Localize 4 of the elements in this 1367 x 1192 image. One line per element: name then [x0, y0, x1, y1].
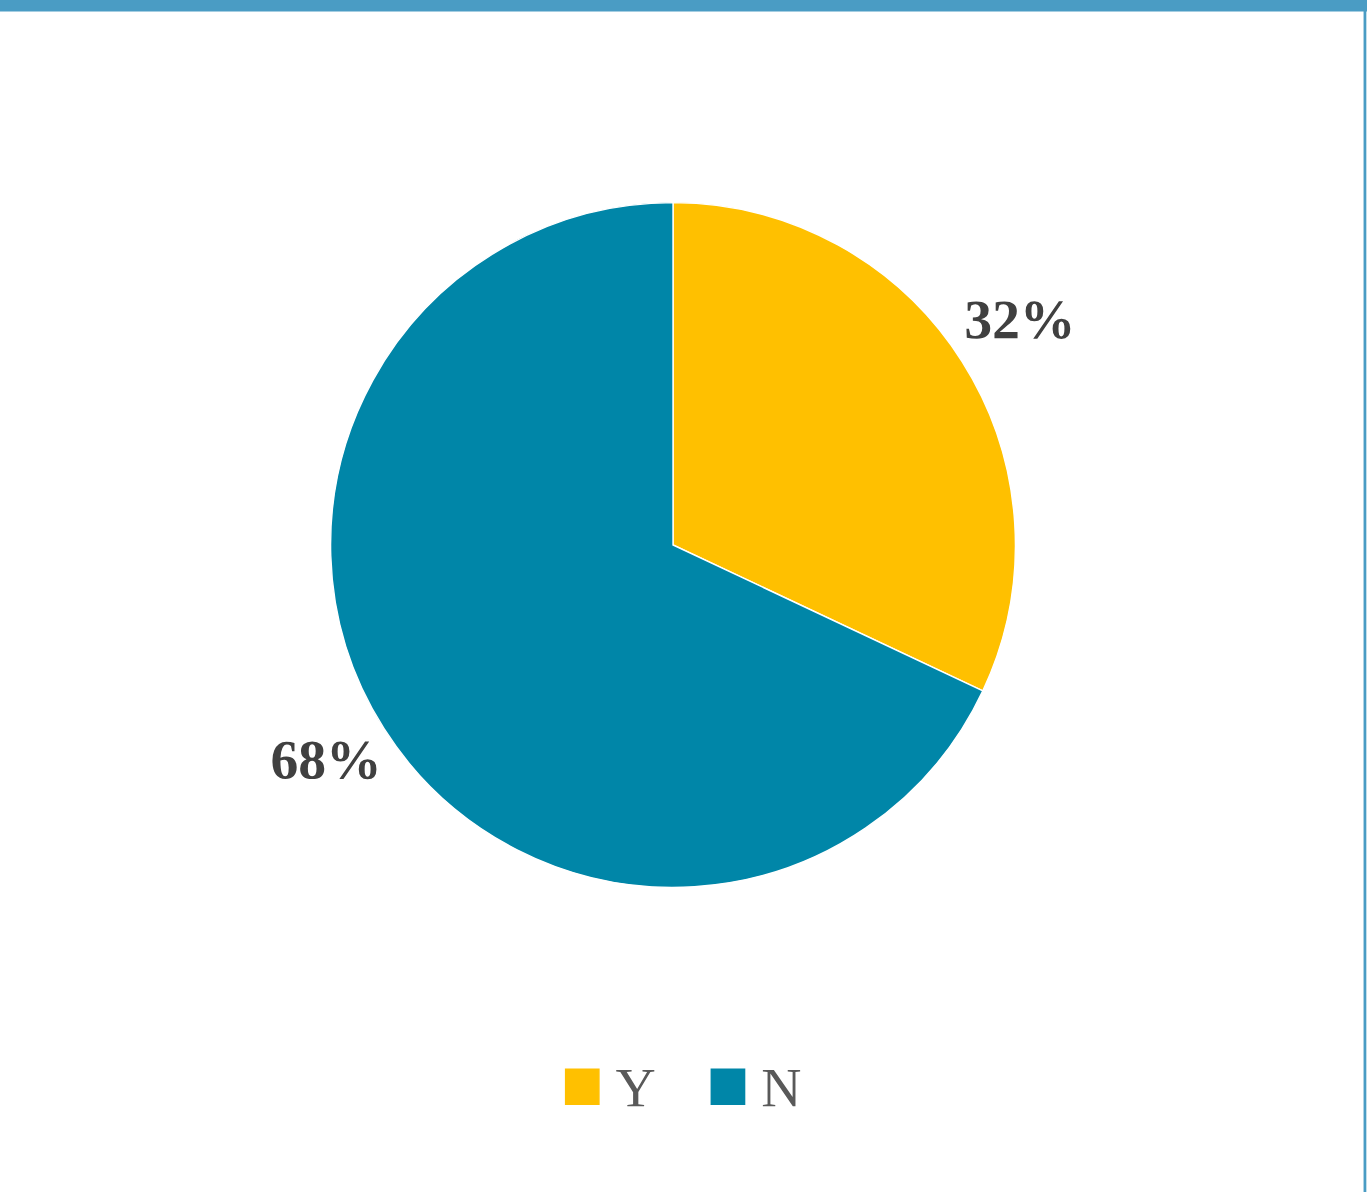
legend-label: N: [762, 1069, 801, 1107]
data-label: 32%: [966, 301, 1071, 339]
legend-label: Y: [616, 1069, 655, 1107]
data-label: 68%: [272, 741, 377, 780]
